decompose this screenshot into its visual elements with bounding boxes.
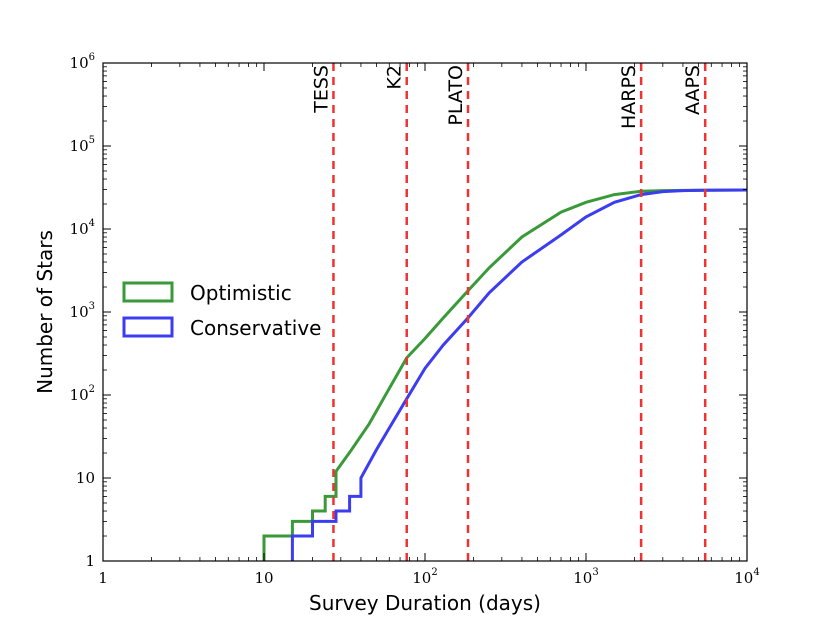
legend-label-optimistic: Optimistic [190,281,292,305]
y-tick-label: 102 [70,384,95,404]
legend-label-conservative: Conservative [190,316,321,340]
vline-label-aaps: AAPS [682,65,704,115]
legend-swatch-conservative [122,316,174,338]
y-tick-label: 1 [85,552,95,570]
y-tick-label: 105 [70,135,95,155]
series-line-conservative [290,188,747,561]
legend-swatch-optimistic [122,281,174,303]
vline-label-tess: TESS [310,65,332,114]
y-tick-label: 103 [70,301,95,321]
x-tick-label: 10 [254,569,273,587]
x-tick-label: 104 [734,567,759,587]
plot-frame [102,62,748,562]
y-axis-label: Number of Stars [33,230,57,394]
vline-layer: TESS K2 PLATO HARPS AAPS [310,63,707,561]
vline-label-harps: HARPS [618,65,640,129]
series-line-optimistic [262,188,747,561]
tick-layer: 1 10 102 103 104 1 10 102 103 104 105 106 [70,52,760,587]
y-tick-label: 104 [70,218,95,238]
y-tick-label: 106 [70,52,95,72]
x-tick-label: 103 [573,567,598,587]
vline-label-plato: PLATO [445,65,467,126]
vline-label-k2: K2 [384,65,406,90]
x-axis-label: Survey Duration (days) [309,591,541,615]
x-tick-label: 102 [412,567,437,587]
legend: Optimistic Conservative [122,281,321,340]
series-layer [262,188,747,561]
x-tick-label: 1 [98,569,108,587]
y-tick-label: 10 [76,469,95,487]
